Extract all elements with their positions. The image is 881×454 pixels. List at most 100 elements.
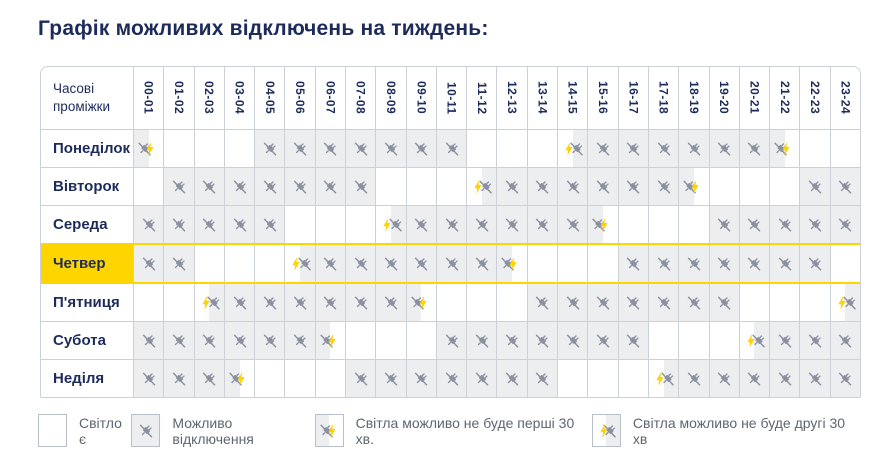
first-half-shade: [770, 130, 785, 167]
no-power-icon: [293, 295, 307, 310]
no-power-icon: [142, 217, 156, 232]
no-power-icon: [142, 333, 156, 348]
time-slot-label: 12-13: [505, 81, 520, 115]
time-slot-label: 00-01: [141, 81, 156, 115]
schedule-cell-first30: [496, 245, 526, 282]
schedule-cell-off: [769, 322, 800, 359]
schedule-cell-off: [284, 168, 315, 205]
schedule-cell-off: [678, 360, 709, 397]
schedule-cell-on: [587, 360, 617, 397]
no-power-icon: [596, 333, 610, 348]
schedule-cell-off: [496, 206, 527, 243]
no-power-icon: [142, 371, 156, 386]
schedule-cell-off: [587, 130, 618, 167]
day-label-cell: Субота: [41, 322, 133, 359]
schedule-cell-off: [254, 168, 285, 205]
page-title: Графік можливих відключень на тиждень:: [38, 17, 489, 40]
schedule-cell-off: [617, 284, 648, 321]
time-slot-label: 17-18: [656, 81, 671, 115]
day-row: Неділя: [41, 359, 860, 397]
no-power-icon: [414, 371, 428, 386]
no-power-icon: [687, 295, 701, 310]
no-power-icon: [414, 217, 428, 232]
legend-label: Світло є: [79, 414, 122, 447]
schedule-cell-on: [708, 168, 739, 205]
day-label-cell: П'ятниця: [41, 284, 133, 321]
schedule-cell-off: [708, 284, 739, 321]
no-power-icon: [354, 295, 368, 310]
schedule-cell-off: [587, 168, 618, 205]
time-slot-header: 00-01: [133, 67, 163, 129]
time-slot-header: 19-20: [708, 67, 739, 129]
schedule-cell-off: [435, 206, 467, 243]
day-row: П'ятниця: [41, 284, 860, 321]
schedule-cell-off: [405, 245, 436, 282]
schedule-cell-off: [254, 284, 285, 321]
schedule-cell-second30: [738, 322, 770, 359]
schedule-cell-on: [314, 206, 345, 243]
second-30min-swatch: [591, 414, 621, 447]
no-power-icon: [202, 333, 216, 348]
schedule-cell-on: [345, 322, 375, 359]
schedule-cell-off: [133, 322, 164, 359]
schedule-cell-off: [678, 284, 709, 321]
day-label: Неділя: [53, 370, 105, 387]
lightning-icon: [509, 256, 518, 271]
schedule-cell-second30: [647, 360, 679, 397]
no-power-icon: [778, 333, 792, 348]
schedule-cell-off: [163, 360, 194, 397]
time-slot-header: 20-21: [738, 67, 769, 129]
lightning-icon: [782, 141, 790, 156]
time-slot-label: 21-22: [777, 81, 792, 115]
time-slot-header: 12-13: [496, 67, 526, 129]
day-label: Середа: [53, 216, 108, 233]
time-slot-header: 16-17: [617, 67, 648, 129]
time-slot-label: 16-17: [626, 81, 641, 115]
no-power-icon: [384, 141, 398, 156]
legend-item-first-30min: Світла можливо не буде перші 30 хв.: [314, 414, 592, 447]
time-slot-header: 08-09: [375, 67, 405, 129]
legend-item-possible-outage: Можливо відключення: [131, 414, 314, 447]
no-power-icon: [626, 256, 640, 271]
day-label: Понеділок: [53, 140, 131, 157]
schedule-cell-on: [284, 206, 314, 243]
schedule-cell-first30: [223, 360, 254, 397]
no-power-icon: [324, 256, 337, 271]
schedule-cell-off: [496, 360, 527, 397]
schedule-cell-off: [678, 130, 709, 167]
no-power-icon: [748, 217, 761, 232]
no-power-icon: [139, 423, 153, 438]
schedule-cell-off: [223, 322, 255, 359]
schedule-cell-off: [557, 284, 588, 321]
time-slot-label: 23-24: [838, 81, 853, 115]
schedule-cell-off: [526, 168, 558, 205]
time-slot-label: 15-16: [596, 81, 610, 115]
no-power-icon: [233, 179, 246, 194]
schedule-cell-off: [829, 360, 860, 397]
schedule-cell-off: [193, 322, 224, 359]
lightning-icon: [419, 295, 427, 310]
schedule-cell-on: [647, 206, 678, 243]
no-power-icon: [717, 256, 731, 271]
schedule-cell-on: [617, 206, 648, 243]
no-power-icon: [505, 179, 519, 194]
schedule-cell-off: [769, 360, 800, 397]
no-power-icon: [475, 333, 489, 348]
time-slot-label: 14-15: [565, 81, 580, 115]
schedule-cell-off: [405, 360, 436, 397]
no-power-icon: [445, 371, 459, 386]
schedule-cell-on: [617, 360, 648, 397]
schedule-cell-off: [193, 168, 224, 205]
time-slot-label: 10-11: [444, 81, 459, 115]
schedule-cell-off: [617, 322, 648, 359]
day-label: П'ятниця: [53, 294, 120, 311]
time-slot-header: 14-15: [557, 67, 587, 129]
schedule-cell-off: [557, 168, 588, 205]
time-slot-label: 01-02: [171, 81, 186, 115]
no-power-icon: [384, 371, 398, 386]
no-power-icon: [626, 295, 640, 310]
first-half-shade: [497, 245, 513, 282]
schedule-cell-on: [587, 245, 617, 282]
no-power-icon: [324, 141, 337, 156]
no-power-icon: [445, 217, 459, 232]
